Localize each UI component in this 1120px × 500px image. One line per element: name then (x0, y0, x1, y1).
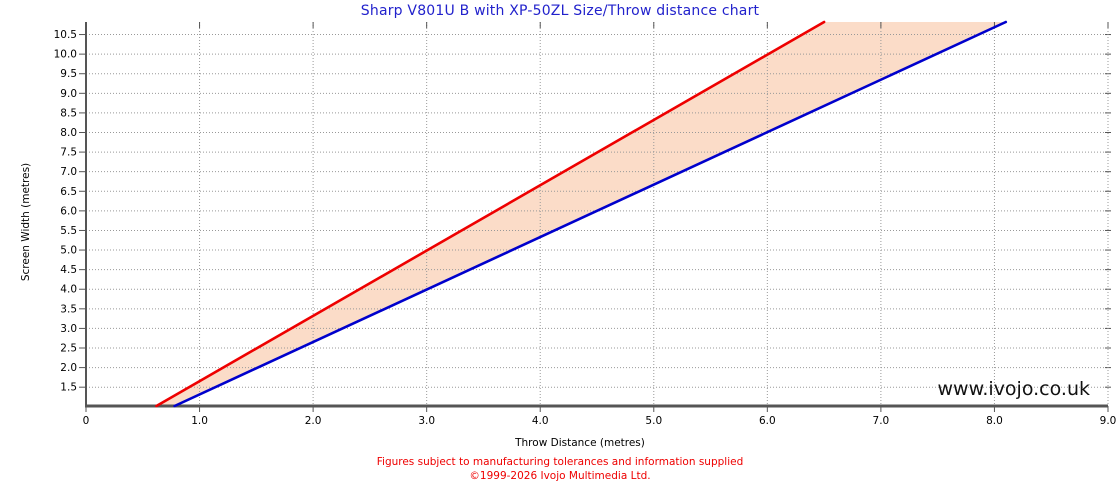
y-tick-label: 2.5 (60, 343, 77, 355)
y-axis-label: Screen Width (metres) (20, 162, 32, 282)
y-tick-label: 4.5 (60, 264, 77, 276)
x-tick-label: 4.0 (532, 415, 549, 427)
x-tick-label: 6.0 (759, 415, 776, 427)
y-tick-label: 3.0 (60, 323, 77, 335)
y-tick-label: 7.5 (60, 147, 77, 159)
y-tick-label: 4.0 (60, 284, 77, 296)
x-axis-label: Throw Distance (metres) (515, 437, 645, 449)
y-tick-label: 1.5 (60, 382, 77, 394)
throw-range-fill (156, 22, 1006, 406)
y-tick-label: 9.0 (60, 88, 77, 100)
x-tick-label: 1.0 (191, 415, 208, 427)
blue-line (173, 20, 1008, 408)
x-tick-label: 0 (83, 415, 90, 427)
y-tick-label: 6.5 (60, 186, 77, 198)
x-tick-label: 8.0 (986, 415, 1003, 427)
footer-disclaimer: Figures subject to manufacturing toleran… (376, 456, 744, 468)
y-tick-label: 8.0 (60, 127, 77, 139)
watermark: www.ivojo.co.uk (937, 378, 1091, 400)
red-line (155, 20, 826, 408)
y-tick-label: 5.5 (60, 225, 77, 237)
x-tick-label: 9.0 (1100, 415, 1117, 427)
y-tick-label: 3.5 (60, 303, 77, 315)
x-tick-label: 5.0 (645, 415, 662, 427)
y-tick-label: 7.0 (60, 166, 77, 178)
chart-title: Sharp V801U B with XP-50ZL Size/Throw di… (360, 3, 760, 19)
x-tick-label: 3.0 (418, 415, 435, 427)
y-tick-label: 10.5 (54, 29, 77, 41)
y-tick-label: 5.0 (60, 245, 77, 257)
y-tick-label: 10.0 (54, 49, 77, 61)
x-tick-label: 7.0 (873, 415, 890, 427)
y-tick-label: 6.0 (60, 205, 77, 217)
y-tick-label: 9.5 (60, 68, 77, 80)
x-tick-label: 2.0 (305, 415, 322, 427)
y-tick-label: 8.5 (60, 107, 77, 119)
y-tick-label: 2.0 (60, 362, 77, 374)
footer-copyright: ©1999-2026 Ivojo Multimedia Ltd. (469, 470, 651, 482)
